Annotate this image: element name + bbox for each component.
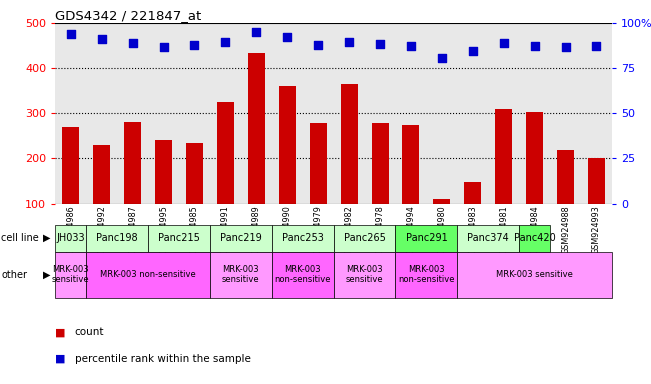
Text: GDS4342 / 221847_at: GDS4342 / 221847_at — [55, 9, 202, 22]
Bar — [279, 86, 296, 204]
Point — [437, 55, 447, 61]
Text: ■: ■ — [55, 327, 66, 337]
Text: Panc291: Panc291 — [406, 233, 447, 243]
Point — [467, 48, 478, 54]
Bar — [86, 225, 148, 252]
Bar — [217, 102, 234, 204]
Point — [499, 40, 509, 46]
Text: other: other — [1, 270, 27, 280]
Bar — [457, 252, 612, 298]
Point — [561, 43, 571, 50]
Bar — [395, 225, 457, 252]
Bar — [457, 225, 519, 252]
Text: ▶: ▶ — [43, 270, 51, 280]
Bar — [93, 145, 110, 204]
Bar — [434, 199, 450, 204]
Bar — [402, 124, 419, 204]
Bar — [86, 252, 210, 298]
Bar — [557, 150, 574, 204]
Text: ▶: ▶ — [43, 233, 51, 243]
Point — [529, 43, 540, 49]
Bar — [210, 225, 271, 252]
Point — [282, 35, 292, 41]
Text: Panc253: Panc253 — [282, 233, 324, 243]
Text: Panc265: Panc265 — [344, 233, 385, 243]
Point — [189, 41, 200, 48]
Text: percentile rank within the sample: percentile rank within the sample — [75, 354, 251, 364]
Text: ■: ■ — [55, 354, 66, 364]
Text: MRK-003 sensitive: MRK-003 sensitive — [496, 270, 573, 279]
Text: MRK-003
sensitive: MRK-003 sensitive — [346, 265, 383, 284]
Bar — [464, 182, 481, 204]
Point — [220, 39, 230, 45]
Text: Panc219: Panc219 — [220, 233, 262, 243]
Bar — [395, 252, 457, 298]
Bar — [271, 252, 333, 298]
Bar — [519, 225, 550, 252]
Text: MRK-003
non-sensitive: MRK-003 non-sensitive — [398, 265, 454, 284]
Bar — [155, 141, 172, 204]
Bar — [55, 225, 86, 252]
Bar — [372, 123, 389, 204]
Point — [375, 41, 385, 47]
Bar — [210, 252, 271, 298]
Bar — [55, 252, 86, 298]
Text: MRK-003
non-sensitive: MRK-003 non-sensitive — [275, 265, 331, 284]
Text: Panc374: Panc374 — [467, 233, 509, 243]
Point — [313, 41, 324, 48]
Text: MRK-003
sensitive: MRK-003 sensitive — [52, 265, 90, 284]
Text: count: count — [75, 327, 104, 337]
Bar — [248, 53, 265, 204]
Point — [251, 29, 262, 35]
Bar — [310, 123, 327, 204]
Point — [344, 39, 354, 45]
Bar — [62, 127, 79, 204]
Bar — [271, 225, 333, 252]
Text: Panc215: Panc215 — [158, 233, 200, 243]
Bar — [333, 225, 395, 252]
Bar — [333, 252, 395, 298]
Bar — [340, 84, 357, 204]
Bar — [495, 109, 512, 204]
Point — [591, 43, 602, 49]
Point — [406, 43, 416, 49]
Point — [158, 43, 169, 50]
Bar — [526, 113, 543, 204]
Text: MRK-003 non-sensitive: MRK-003 non-sensitive — [100, 270, 196, 279]
Text: MRK-003
sensitive: MRK-003 sensitive — [222, 265, 260, 284]
Point — [128, 40, 138, 46]
Text: JH033: JH033 — [57, 233, 85, 243]
Point — [66, 31, 76, 37]
Bar — [148, 225, 210, 252]
Bar — [124, 122, 141, 204]
Text: Panc198: Panc198 — [96, 233, 138, 243]
Text: cell line: cell line — [1, 233, 39, 243]
Point — [96, 36, 107, 42]
Text: Panc420: Panc420 — [514, 233, 555, 243]
Bar — [186, 142, 203, 204]
Bar — [588, 159, 605, 204]
